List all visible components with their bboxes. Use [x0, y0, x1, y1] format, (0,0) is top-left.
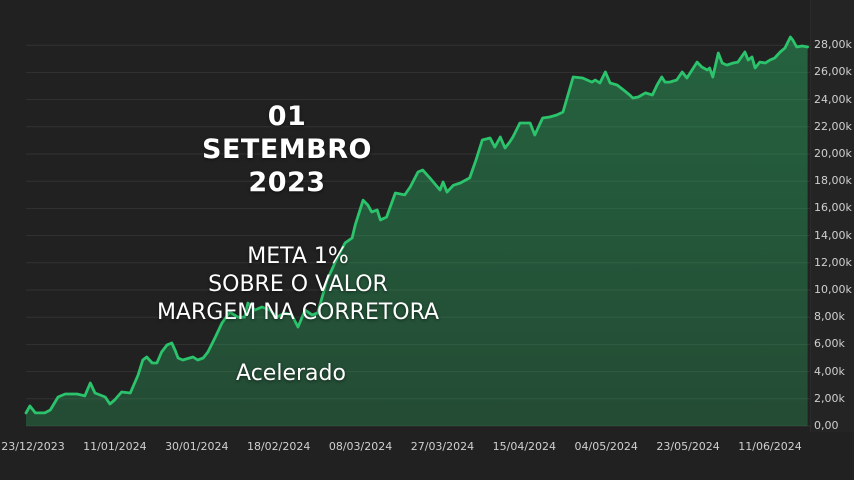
- price-axis-label: 28,00k: [814, 38, 852, 52]
- time-axis-label: 15/04/2024: [492, 440, 557, 453]
- time-axis-label: 23/12/2023: [1, 440, 65, 453]
- price-axis[interactable]: 0,00 2,00k 4,00k 6,00k 8,00k 10,00k 12,00k 14,0…: [810, 0, 854, 432]
- time-axis-label: 30/01/2024: [165, 440, 229, 453]
- price-axis-label: 26,00k: [814, 65, 852, 79]
- price-axis-label: 20,00k: [814, 147, 852, 160]
- time-axis-label: 18/02/2024: [246, 440, 311, 453]
- price-axis-label: 8,00k: [814, 310, 845, 324]
- equity-curve-line: [24, 35, 809, 415]
- price-axis-label: 6,00k: [814, 337, 845, 351]
- time-axis-label: 04/05/2024: [574, 440, 638, 453]
- time-axis-label: 23/05/2024: [656, 440, 720, 453]
- price-axis-label: 12,00k: [814, 255, 852, 269]
- price-axis-label: 14,00k: [814, 228, 852, 242]
- time-axis-label: 27/03/2024: [410, 440, 475, 453]
- time-axis-label: 08/03/2024: [328, 440, 393, 453]
- time-axis-label: 11/06/2024: [738, 440, 802, 453]
- price-axis-label: 22,00k: [814, 119, 852, 133]
- time-axis-label: 11/01/2024: [83, 440, 147, 453]
- price-axis-label: 2,00k: [814, 391, 845, 405]
- area-fill: [26, 37, 808, 426]
- price-axis-label: 4,00k: [814, 364, 845, 378]
- price-axis-label: 10,00k: [814, 283, 852, 296]
- time-axis[interactable]: 23/12/2023 11/01/2024 30/01/2024 18/02/2024…: [0, 432, 854, 480]
- price-axis-label: 0,00: [814, 419, 839, 432]
- price-axis-label: 16,00k: [814, 201, 852, 215]
- price-axis-label: 18,00k: [814, 174, 852, 188]
- price-axis-label: 24,00k: [814, 92, 852, 106]
